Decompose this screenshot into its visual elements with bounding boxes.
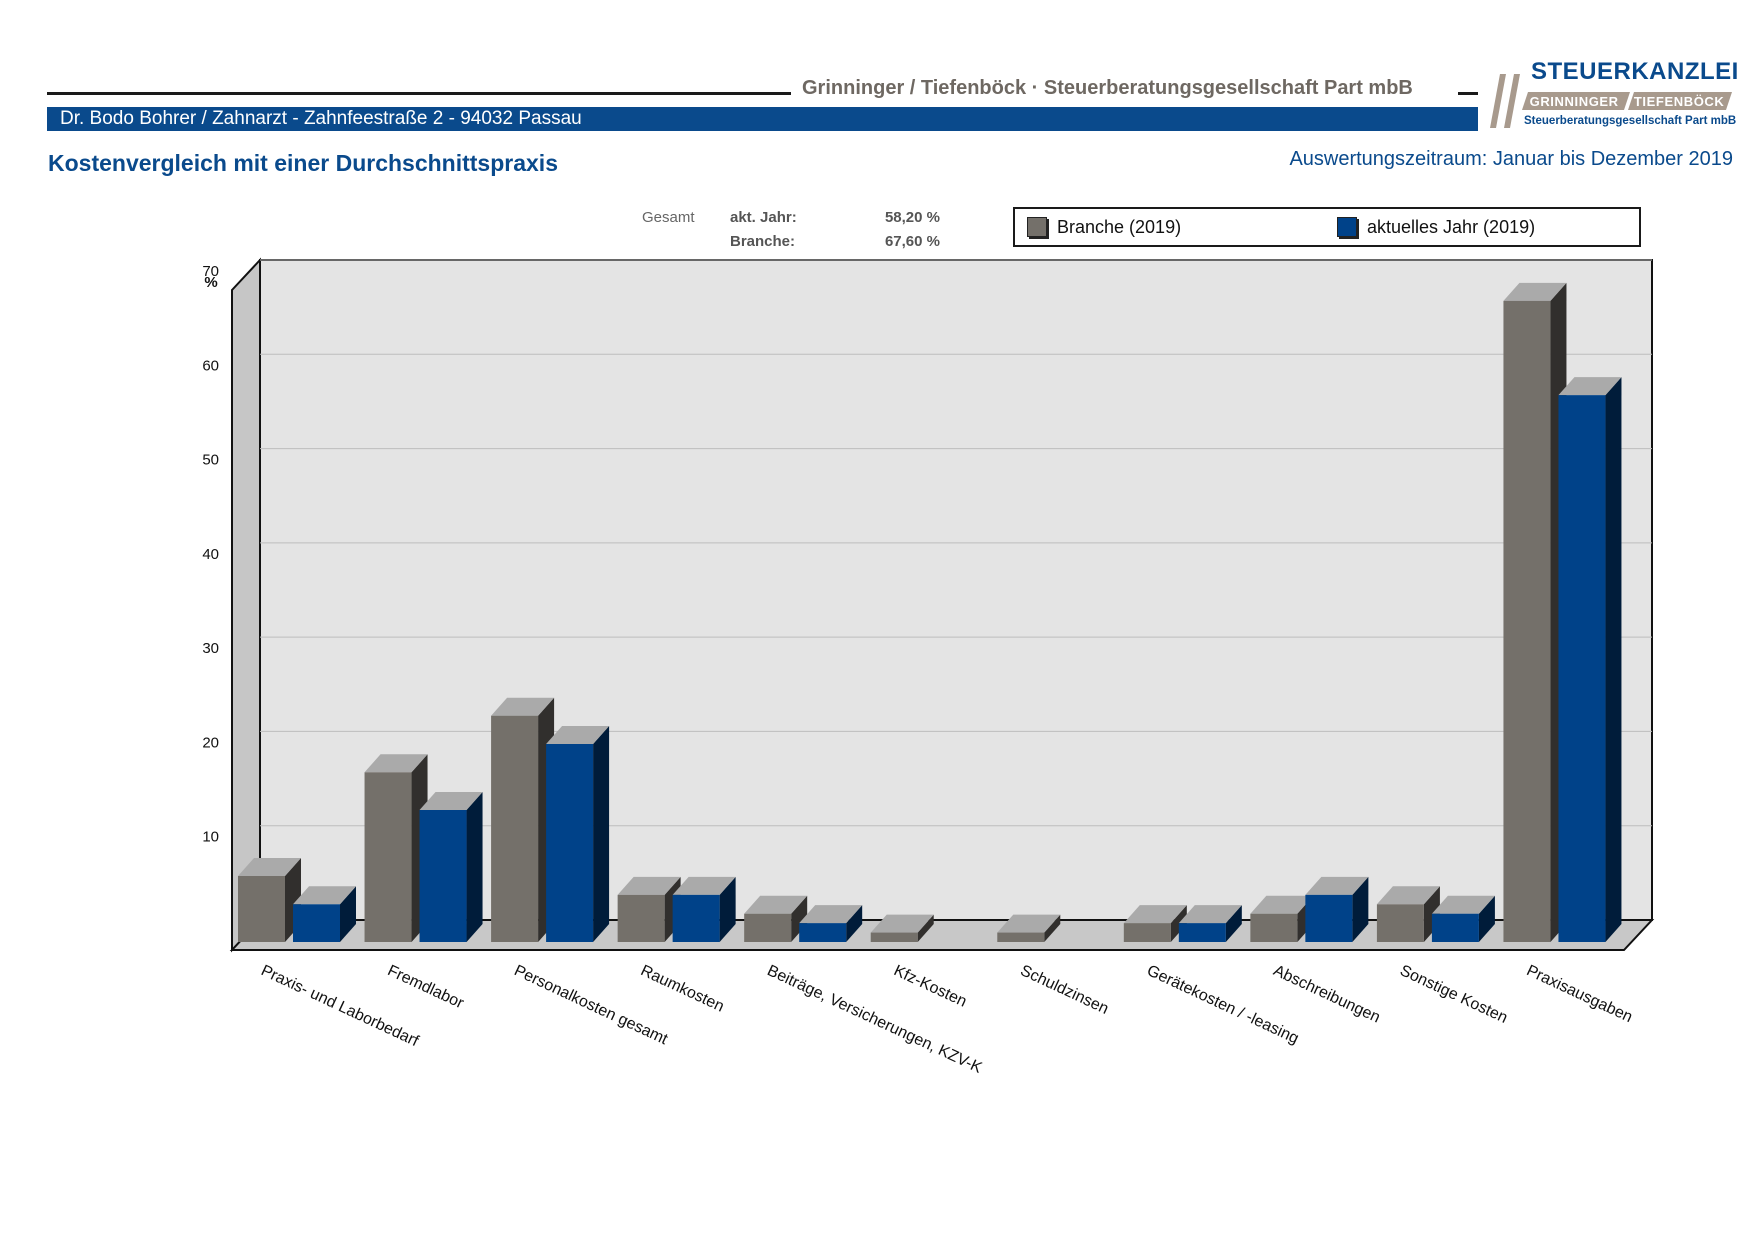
logo-name-left: GRINNINGER (1529, 93, 1619, 109)
x-tick-label: Sonstige Kosten (1397, 962, 1510, 1027)
header-rule-tail (1458, 92, 1478, 95)
legend-item-aktuell: aktuelles Jahr (2019) (1337, 209, 1535, 245)
bar-branche (1376, 886, 1440, 942)
page-title: Kostenvergleich mit einer Durchschnittsp… (48, 150, 558, 176)
bar-aktuell (1431, 895, 1495, 942)
bar-aktuell (1558, 377, 1622, 943)
bar-aktuell (546, 726, 610, 942)
summary-label-branche: Branche: (730, 233, 796, 250)
bar-aktuell (1178, 905, 1242, 942)
bar-aktuell (799, 905, 863, 942)
y-tick-label: 30 (202, 640, 219, 657)
client-info: Dr. Bodo Bohrer / Zahnarzt - Zahnfeestra… (60, 108, 582, 129)
x-tick-label: Schuldzinsen (1018, 962, 1111, 1018)
bar-branche (617, 876, 681, 942)
x-tick-label: Abschreibungen (1271, 962, 1383, 1026)
logo-stripes-icon (1490, 74, 1520, 128)
logo-title: STEUERKANZLEI (1531, 58, 1739, 85)
y-tick-label: 20 (202, 734, 219, 751)
legend-swatch-branche (1027, 217, 1047, 237)
x-tick-label: Praxisausgaben (1524, 962, 1635, 1026)
summary-label-current: akt. Jahr: (730, 209, 797, 226)
y-tick-label: 50 (202, 452, 219, 469)
legend-label-aktuell: aktuelles Jahr (2019) (1367, 216, 1536, 237)
y-tick-label: 10 (202, 829, 219, 846)
x-tick-label: Raumkosten (638, 962, 727, 1015)
logo-band (1522, 92, 1732, 110)
y-axis-label: % (204, 274, 217, 291)
y-tick-label: 40 (202, 546, 219, 563)
x-tick-label: Fremdlabor (385, 962, 467, 1012)
legend-label-branche: Branche (2019) (1057, 216, 1182, 237)
firm-name: Grinninger / Tiefenböck · Steuerberatung… (802, 77, 1413, 99)
logo-names: GRINNINGER TIEFENBÖCK (1522, 92, 1732, 110)
bar-branche (238, 858, 301, 942)
bar-aktuell (672, 876, 736, 942)
summary-value-current: 58,20 % (884, 209, 940, 226)
bar-aktuell (419, 792, 483, 942)
bar-branche (1503, 282, 1567, 942)
header-rule (47, 92, 791, 95)
period: Auswertungszeitraum: Januar bis Dezember… (1289, 148, 1733, 170)
chart-legend: Branche (2019) aktuelles Jahr (2019) (1013, 207, 1641, 247)
bar-branche (870, 914, 934, 942)
y-tick-label: 70 (202, 263, 219, 280)
summary-label: Gesamt (642, 209, 695, 226)
y-tick-label: 60 (202, 357, 219, 374)
x-tick-label: Kfz-Kosten (891, 962, 969, 1010)
bar-branche (997, 914, 1061, 942)
bar-aktuell (293, 886, 356, 942)
logo-name-right: TIEFENBÖCK (1633, 93, 1725, 109)
bar-branche (491, 697, 555, 942)
bar-branche (364, 754, 428, 942)
client-bar (47, 107, 1478, 131)
legend-swatch-aktuell (1337, 217, 1357, 237)
legend-item-branche: Branche (2019) (1027, 209, 1181, 245)
x-tick-label: Beiträge, Versicherungen, KZV-K (764, 962, 984, 1077)
plot-left-wall (231, 257, 261, 953)
bar-branche (744, 895, 808, 942)
summary-value-branche: 67,60 % (884, 233, 940, 250)
bar-aktuell (1305, 876, 1369, 942)
logo-subtitle: Steuerberatungsgesellschaft Part mbB (1524, 115, 1737, 127)
